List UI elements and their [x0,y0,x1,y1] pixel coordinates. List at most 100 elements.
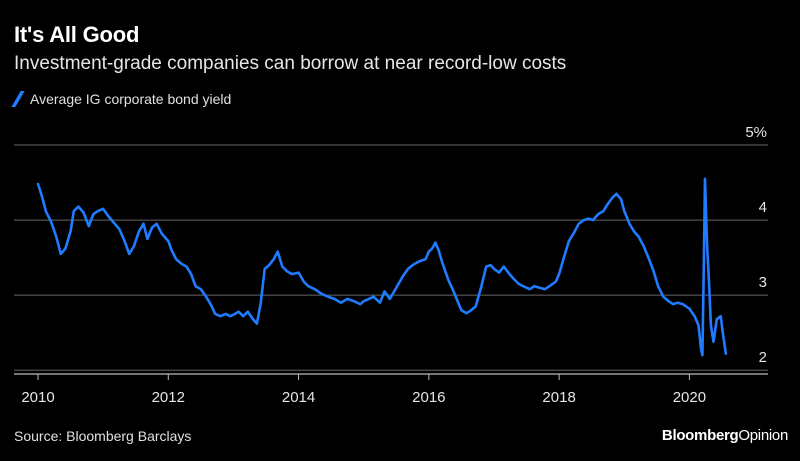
data-point [156,223,158,225]
data-point [480,287,482,289]
data-point [725,353,727,355]
data-point [225,313,227,315]
data-point [200,288,202,290]
x-tick-label: 2010 [21,389,54,406]
data-point [133,245,135,247]
data-point [498,272,500,274]
data-point [291,273,293,275]
data-point [522,285,524,287]
data-point [533,285,536,287]
data-point [138,230,140,232]
data-point [314,288,316,290]
y-tick-label: 2 [759,349,767,366]
data-point [151,227,153,229]
data-point [672,303,674,305]
data-point [238,311,240,313]
data-point [161,233,163,235]
data-point [441,260,443,262]
data-point [555,281,557,283]
data-point [475,305,477,307]
data-point [407,268,409,270]
data-point [628,223,631,225]
data-point [466,312,468,314]
data-point [242,315,244,317]
data-point [346,298,348,300]
data-point [583,219,585,221]
data-point [568,240,570,242]
y-tick-label: 5% [745,124,767,141]
data-point [633,230,635,232]
data-point [710,324,712,326]
data-point [333,298,335,300]
y-axis-ticks: 2 3 4 5% [745,124,767,366]
data-point [142,223,145,225]
data-point [50,221,52,223]
data-point [219,315,221,317]
series-line-0 [36,177,728,357]
data-point [653,270,655,272]
data-point [457,302,459,304]
data-point [118,228,120,230]
x-tick-label: 2014 [282,389,315,406]
data-point [64,248,66,250]
data-point [37,183,39,185]
x-tick-label: 2020 [673,389,706,406]
data-point [277,251,279,253]
data-point [273,258,275,260]
data-point [657,285,659,287]
data-point [425,258,427,260]
data-point [128,253,130,255]
data-point [195,285,197,287]
data-point [383,290,386,292]
data-point [83,212,85,214]
data-point [45,210,47,212]
data-point [232,314,234,316]
data-point [544,288,546,290]
data-point [485,266,487,268]
data-point [490,264,492,266]
data-point [620,198,622,200]
data-point [507,272,509,274]
data-point [185,266,188,268]
data-point [281,266,283,268]
data-point [602,210,605,212]
data-point [107,215,109,217]
data-point [716,318,718,320]
data-point [298,272,300,274]
data-point [518,283,520,285]
data-point [662,296,664,298]
data-point [668,300,670,302]
data-point [701,354,704,356]
x-tick-label: 2012 [152,389,185,406]
data-point [447,279,449,281]
y-tick-label: 4 [759,199,767,216]
data-point [229,315,231,317]
data-point [252,318,254,320]
data-point [97,210,99,212]
data-point [703,272,705,274]
data-point [303,281,305,283]
data-point [503,266,505,268]
data-point [572,233,575,235]
data-point [418,260,420,262]
data-point [431,248,433,250]
data-point [438,249,440,251]
data-point [73,210,75,212]
data-point [395,287,397,289]
brand-part-bloomberg: Bloomberg [661,427,739,444]
data-point [493,268,495,270]
data-point [434,242,436,244]
data-point [256,323,258,325]
data-point [611,197,614,199]
data-point [260,302,262,304]
data-point [587,218,590,220]
data-point [41,195,43,197]
x-axis-ticks: 2010 2012 2014 2016 2018 2020 [21,374,706,406]
data-point [539,287,541,289]
data-point [648,258,650,260]
data-point [453,290,455,292]
data-point [685,305,687,307]
gridlines [14,144,768,375]
data-point [359,303,361,305]
